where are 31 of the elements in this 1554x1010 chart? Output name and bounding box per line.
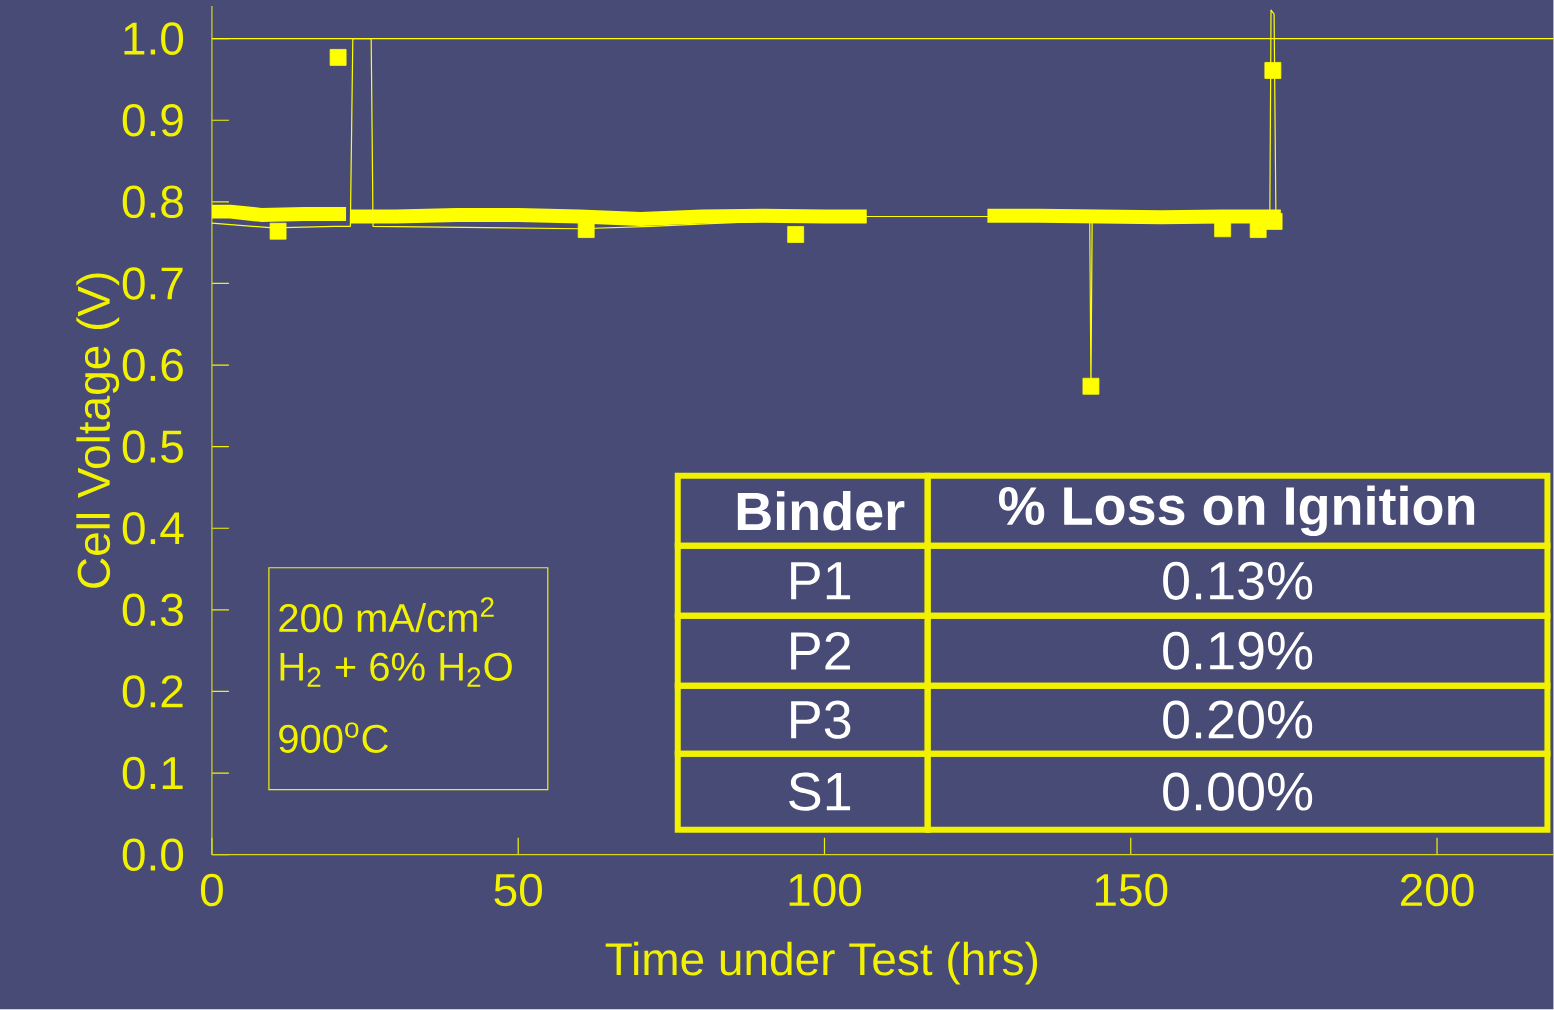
annotation: P1 <box>791 562 851 600</box>
annotation: 900$^{o}$C <box>279 722 388 754</box>
annotation: 200 mA/cm$^{2}$ <box>279 597 494 633</box>
y-tick-label: 0.5 <box>122 430 183 464</box>
annotation: Binder <box>737 491 905 531</box>
y-tick-label: 1.0 <box>124 22 184 56</box>
annotation: 0.00% <box>1163 772 1313 811</box>
annotation: 0.20% <box>1163 700 1313 740</box>
x-tick-label: 0 <box>200 873 223 907</box>
y-tick-label: 0.0 <box>122 838 184 872</box>
annotation: 0.13% <box>1163 561 1313 601</box>
y-tick-label: 0.6 <box>122 348 183 382</box>
x-tick-label: 150 <box>1095 873 1168 907</box>
y-tick-label: 0.4 <box>122 512 184 545</box>
y-axis-title: Cell Voltage (V) <box>76 273 120 588</box>
y-tick-label: 0.9 <box>122 104 183 137</box>
annotation: H$_{2}$ + 6% H$_{2}$O <box>280 652 512 687</box>
y-tick-label: 0.1 <box>122 756 183 790</box>
x-tick-label: 200 <box>1401 873 1474 907</box>
annotation: P2 <box>791 632 850 670</box>
x-tick-label: 50 <box>494 873 542 907</box>
annotation: S1 <box>789 772 851 811</box>
x-tick-label: 100 <box>789 873 862 907</box>
annotation: 0.19% <box>1163 631 1313 671</box>
y-tick-label: 0.2 <box>122 675 183 708</box>
y-tick-label: 0.8 <box>122 185 183 219</box>
annotation: P3 <box>791 700 851 740</box>
y-tick-label: 0.3 <box>122 593 183 627</box>
annotation: % Loss on Ignition <box>999 485 1475 537</box>
y-tick-label: 0.7 <box>122 267 183 300</box>
x-axis-title: Time under Test (hrs) <box>605 941 1038 985</box>
